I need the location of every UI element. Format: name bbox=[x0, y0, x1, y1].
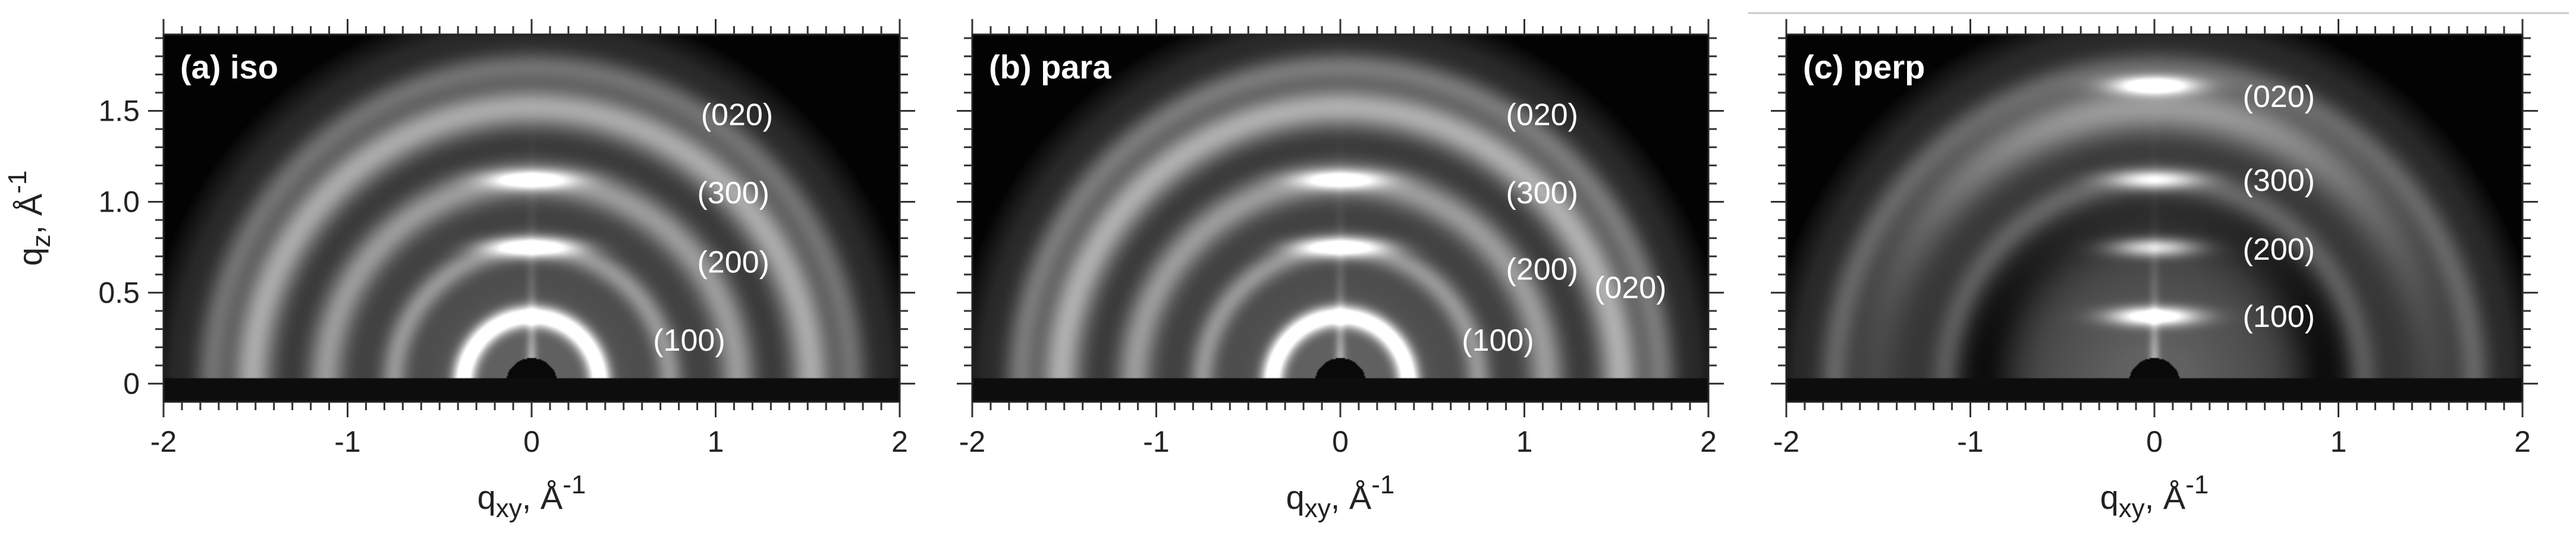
x-axis-label-unit: , Å bbox=[522, 479, 563, 516]
reflection-label: (200) bbox=[2243, 232, 2315, 267]
reflection-label: (020) bbox=[2243, 80, 2315, 114]
x-tick-label: 2 bbox=[1700, 425, 1717, 458]
reflection-label: (300) bbox=[698, 176, 769, 210]
x-tick-label: 1 bbox=[1516, 425, 1533, 458]
x-axis-label-main: q bbox=[2100, 479, 2119, 516]
reflection-label: (020) bbox=[1594, 270, 1666, 305]
x-axis-label-main: q bbox=[477, 479, 496, 516]
x-tick-label: -1 bbox=[334, 425, 360, 458]
annotations: (020) (300) (200) (100) (020) bbox=[1462, 98, 1666, 358]
x-axis-label-sub: xy bbox=[496, 494, 522, 523]
x-tick-label: 1 bbox=[2330, 425, 2347, 458]
x-axis-label-unit: , Å bbox=[1331, 479, 1372, 516]
x-tick-label: 2 bbox=[2514, 425, 2531, 458]
y-tick-label: 0 bbox=[123, 367, 140, 400]
annotations: (020) (300) (200) (100) bbox=[2243, 80, 2315, 334]
x-tick-label: 0 bbox=[2146, 425, 2163, 458]
reflection-label: (100) bbox=[653, 323, 725, 358]
reflection-label: (100) bbox=[1462, 323, 1534, 358]
y-tick-label: 0.5 bbox=[98, 276, 140, 309]
x-tick-label: 0 bbox=[1332, 425, 1349, 458]
x-tick-label: -2 bbox=[150, 425, 177, 458]
y-axis bbox=[957, 37, 1724, 385]
x-axis-label-sup: -1 bbox=[2185, 470, 2209, 499]
reflection-label: (300) bbox=[2243, 163, 2315, 198]
x-axis-label-sup: -1 bbox=[563, 470, 586, 499]
x-tick-label: 1 bbox=[708, 425, 724, 458]
x-axis-label: qxy, Å-1 bbox=[477, 470, 586, 523]
y-axis-label-sup: -1 bbox=[3, 171, 32, 194]
x-axis-label: qxy, Å-1 bbox=[1286, 470, 1395, 523]
x-tick-label: -2 bbox=[959, 425, 985, 458]
x-axis-label-sub: xy bbox=[1305, 494, 1331, 523]
panel-label: (c) perp bbox=[1803, 48, 1925, 86]
reflection-label: (020) bbox=[701, 98, 773, 133]
reflection-label: (300) bbox=[1506, 176, 1578, 210]
annotations: (020) (300) (200) (100) bbox=[653, 98, 773, 358]
y-tick-label: 1.0 bbox=[98, 185, 140, 218]
y-axis: 0 0.5 1.0 1.5 qz, Å-1 bbox=[3, 37, 915, 400]
scattering-image bbox=[164, 34, 900, 402]
reflection-label: (200) bbox=[698, 245, 769, 279]
x-axis-label: qxy, Å-1 bbox=[2100, 470, 2209, 523]
y-axis-label-unit: , Å bbox=[11, 193, 49, 234]
x-axis-label-sup: -1 bbox=[1371, 470, 1394, 499]
reflection-label: (100) bbox=[2243, 300, 2315, 334]
reflection-label: (200) bbox=[1506, 253, 1578, 287]
x-tick-label: 2 bbox=[891, 425, 908, 458]
y-axis bbox=[1771, 37, 2538, 385]
scattering-image bbox=[972, 34, 1708, 402]
y-axis-label-main: q bbox=[11, 247, 49, 266]
y-axis-label-sub: z bbox=[27, 234, 56, 247]
x-tick-label: -1 bbox=[1143, 425, 1169, 458]
y-axis-label: qz, Å-1 bbox=[3, 171, 56, 266]
x-axis-label-unit: , Å bbox=[2145, 479, 2186, 516]
x-axis-label-sub: xy bbox=[2119, 494, 2145, 523]
x-tick-label: -1 bbox=[1957, 425, 1983, 458]
x-tick-label: 0 bbox=[523, 425, 540, 458]
x-axis-label-main: q bbox=[1286, 479, 1305, 516]
panel-label: (a) iso bbox=[180, 48, 278, 86]
scattering-image bbox=[1786, 34, 2522, 402]
y-tick-label: 1.5 bbox=[98, 94, 140, 127]
reflection-label: (020) bbox=[1506, 98, 1578, 133]
panel-label: (b) para bbox=[989, 48, 1111, 86]
x-tick-label: -2 bbox=[1773, 425, 1799, 458]
